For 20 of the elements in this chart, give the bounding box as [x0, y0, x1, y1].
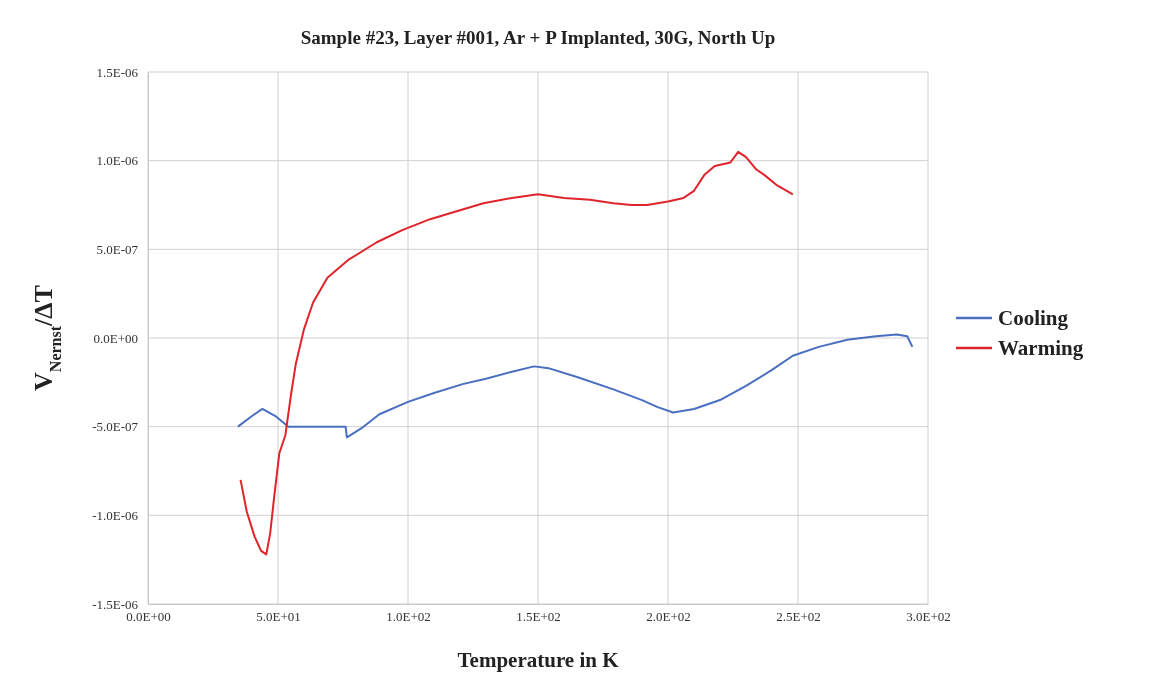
- legend-label: Cooling: [998, 306, 1069, 330]
- y-tick-label: 1.0E-06: [96, 153, 139, 169]
- legend-label: Warming: [998, 336, 1084, 360]
- x-tick-label: 5.0E+01: [256, 609, 301, 625]
- y-tick-label: 0.0E+00: [93, 330, 138, 346]
- x-axis-title: Temperature in K: [457, 648, 620, 672]
- y-tick-label: -5.0E-07: [92, 419, 139, 435]
- line-series: [236, 333, 914, 439]
- y-tick-label: 1.5E-06: [96, 64, 139, 80]
- line-series: [239, 150, 794, 556]
- chart-title: Sample #23, Layer #001, Ar + P Implanted, 30G, North Up: [300, 27, 776, 48]
- x-tick-label: 3.0E+02: [906, 609, 951, 625]
- x-tick-label: 1.0E+02: [386, 609, 431, 625]
- y-tick-label: -1.5E-06: [92, 596, 139, 612]
- x-tick-label: 1.5E+02: [516, 609, 561, 625]
- x-tick-label: 2.5E+02: [776, 609, 821, 625]
- x-tick-label: 2.0E+02: [646, 609, 691, 625]
- y-tick-label: -1.0E-06: [92, 507, 139, 523]
- x-tick-label: 0.0E+00: [126, 609, 171, 625]
- y-tick-label: 5.0E-07: [96, 241, 139, 257]
